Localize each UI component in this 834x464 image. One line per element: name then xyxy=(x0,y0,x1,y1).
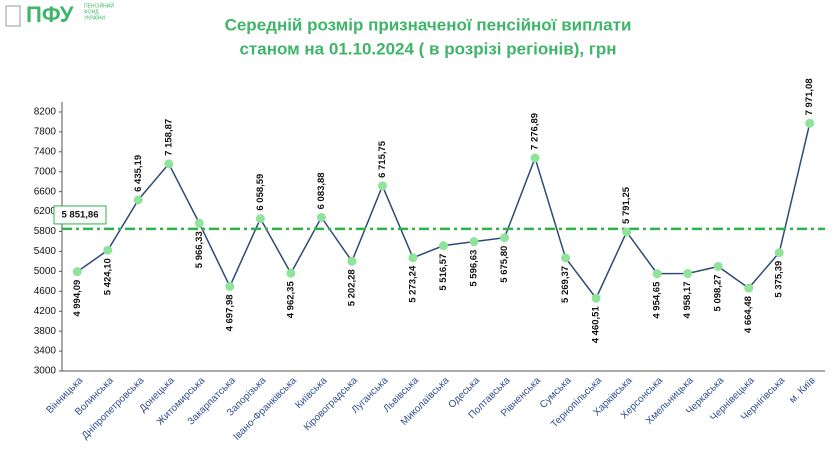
marker xyxy=(103,245,113,255)
value-label: 4 962,35 xyxy=(285,281,296,319)
logo-text: УКРАЇНИ xyxy=(84,14,105,21)
marker xyxy=(561,253,571,263)
value-label: 4 958,17 xyxy=(682,281,693,318)
marker xyxy=(377,181,387,191)
y-tick-label: 3400 xyxy=(34,346,57,357)
y-tick-label: 4600 xyxy=(34,286,57,297)
value-label: 7 158,87 xyxy=(163,119,174,156)
value-label: 5 273,24 xyxy=(407,265,418,303)
marker xyxy=(713,261,723,271)
marker xyxy=(805,118,815,128)
marker xyxy=(652,269,662,279)
marker xyxy=(72,267,82,277)
marker xyxy=(774,248,784,258)
value-label: 6 058,59 xyxy=(255,174,266,211)
y-tick-label: 5400 xyxy=(34,246,57,257)
marker xyxy=(164,159,174,169)
marker xyxy=(622,227,632,237)
y-tick-label: 5800 xyxy=(34,226,57,237)
value-label: 4 460,51 xyxy=(591,306,602,344)
average-label-box xyxy=(53,205,107,225)
marker xyxy=(316,212,326,222)
value-label: 5 202,28 xyxy=(346,269,357,306)
value-label: 5 966,33 xyxy=(194,231,205,268)
marker xyxy=(500,233,510,243)
marker xyxy=(530,153,540,163)
value-label: 4 954,65 xyxy=(652,281,663,319)
x-tick-label: Кіровоградська xyxy=(302,375,360,433)
marker xyxy=(439,241,448,251)
logo-text: ПЕНСІЙНИЙ xyxy=(84,1,114,9)
value-label: 5 269,37 xyxy=(560,266,571,303)
y-tick-label: 8200 xyxy=(34,107,57,118)
logo-mark: ПФУ xyxy=(26,2,74,27)
marker xyxy=(591,293,601,303)
value-label: 5 516,57 xyxy=(438,254,449,291)
value-label: 5 596,63 xyxy=(469,250,480,287)
value-label: 4 664,48 xyxy=(743,296,754,333)
value-label: 7 276,89 xyxy=(530,113,541,150)
emblem xyxy=(5,5,21,27)
y-tick-label: 6600 xyxy=(34,186,57,197)
value-label: 5 375,39 xyxy=(774,261,785,298)
marker xyxy=(347,256,357,266)
y-tick-label: 6200 xyxy=(34,206,57,217)
value-label: 5 791,25 xyxy=(621,186,632,224)
value-label: 5 424,10 xyxy=(102,258,113,295)
value-label: 6 083,88 xyxy=(316,172,327,209)
y-tick-label: 3000 xyxy=(34,366,57,377)
average-label: 5 851,86 xyxy=(62,209,99,220)
marker xyxy=(683,268,693,278)
y-tick-label: 4200 xyxy=(34,306,57,317)
value-label: 7 971,08 xyxy=(804,78,815,115)
y-tick-label: 7000 xyxy=(34,166,57,177)
value-label: 4 697,98 xyxy=(224,294,235,331)
y-tick-label: 5000 xyxy=(34,266,57,277)
marker xyxy=(408,253,418,263)
marker xyxy=(469,237,479,247)
value-label: 5 098,27 xyxy=(713,274,724,311)
value-label: 5 675,80 xyxy=(499,246,510,283)
chart-title: Середній розмір призначеної пенсійної ви… xyxy=(225,15,632,34)
y-tick-label: 7800 xyxy=(34,127,57,138)
value-label: 6 715,75 xyxy=(377,140,388,178)
marker xyxy=(286,268,296,278)
value-label: 6 435,19 xyxy=(133,155,144,192)
chart-subtitle: станом на 01.10.2024 ( в розрізі регіоні… xyxy=(239,39,616,58)
y-tick-label: 7400 xyxy=(34,146,57,157)
marker xyxy=(255,214,265,224)
x-tick-label: м. Київ xyxy=(787,375,817,405)
marker xyxy=(225,281,235,291)
marker xyxy=(133,195,143,205)
marker xyxy=(194,218,204,228)
value-label: 4 994,09 xyxy=(72,280,83,317)
marker xyxy=(744,283,754,293)
y-tick-label: 3800 xyxy=(34,326,57,337)
logo-text: ФОНД xyxy=(84,9,99,15)
